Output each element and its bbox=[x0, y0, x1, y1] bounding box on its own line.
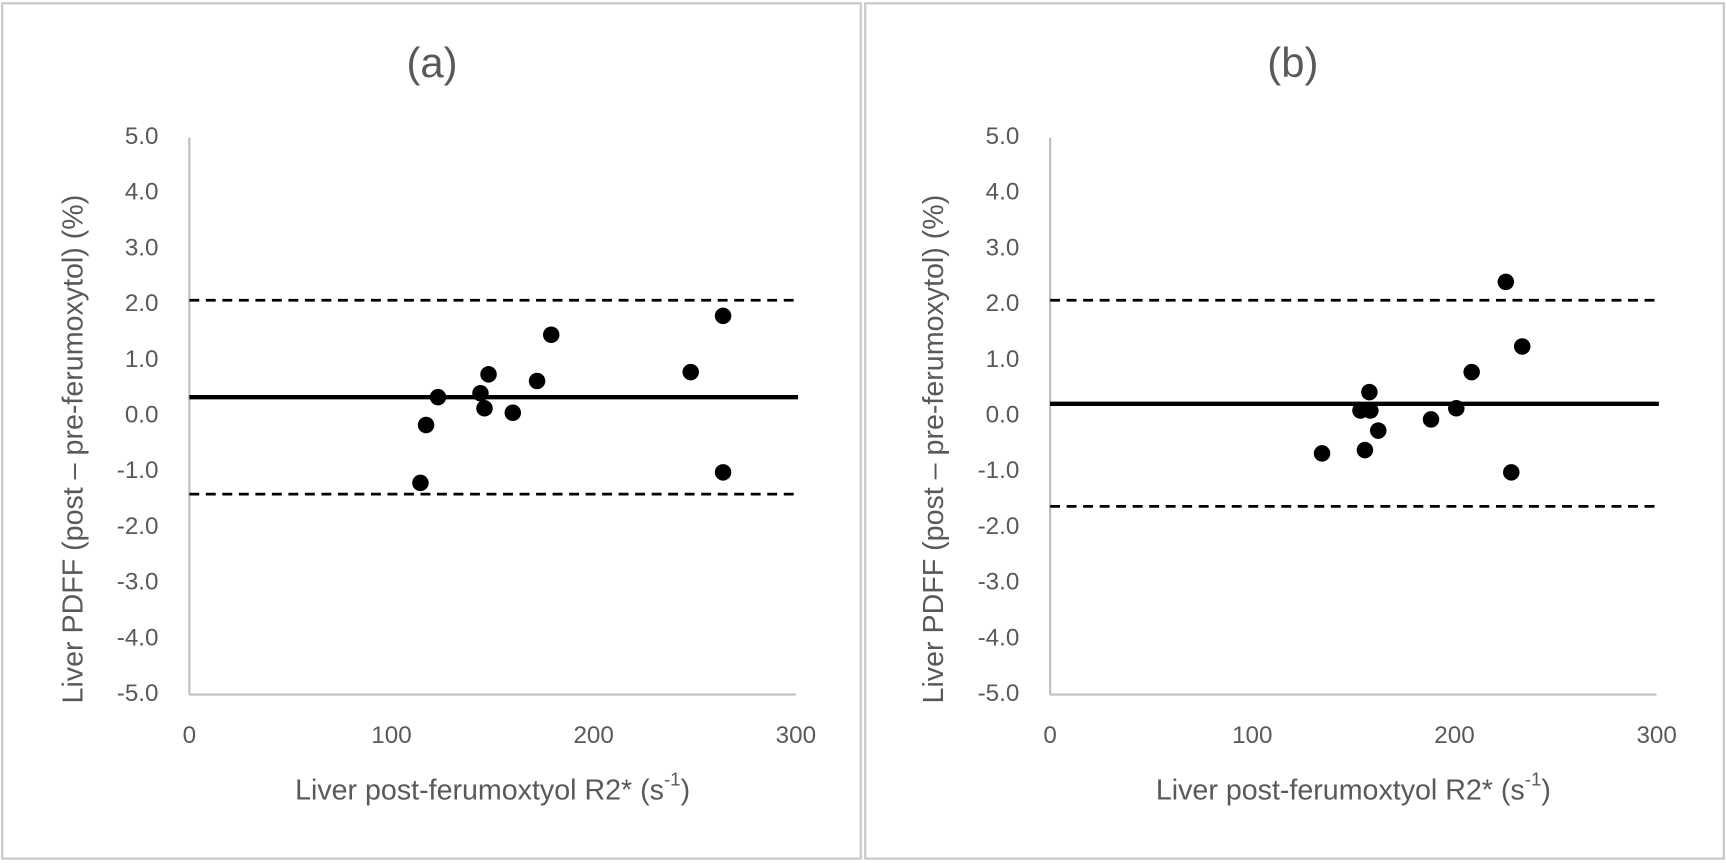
y-tick-label: 2.0 bbox=[986, 290, 1020, 317]
x-tick-label: 100 bbox=[371, 722, 411, 749]
y-tick-label: -2.0 bbox=[978, 513, 1020, 540]
y-tick-label: 0.0 bbox=[986, 401, 1020, 428]
panel-border bbox=[1, 2, 862, 860]
data-point bbox=[1513, 338, 1531, 355]
y-tick-label: -4.0 bbox=[978, 624, 1020, 651]
data-point bbox=[472, 384, 489, 402]
y-axis-label: Liver PDFF (post – pre-ferumoxytol) (%) bbox=[57, 195, 89, 704]
x-tick-label: 0 bbox=[1043, 722, 1056, 749]
y-tick-label: 5.0 bbox=[125, 123, 159, 150]
y-tick-label: -1.0 bbox=[117, 457, 159, 484]
data-point bbox=[1313, 445, 1331, 462]
y-tick-label: -5.0 bbox=[117, 680, 159, 707]
data-point bbox=[480, 366, 497, 383]
x-tick-label: 200 bbox=[573, 722, 613, 749]
data-point bbox=[476, 400, 493, 417]
y-tick-label: 5.0 bbox=[986, 123, 1020, 150]
data-point bbox=[682, 363, 699, 381]
x-axis-label-text: Liver post-ferumoxtyol R2* (s bbox=[295, 774, 664, 806]
data-point bbox=[1361, 383, 1378, 401]
y-tick-label: 3.0 bbox=[986, 234, 1020, 261]
data-point bbox=[1422, 411, 1440, 428]
x-tick-label: 100 bbox=[1232, 722, 1272, 749]
y-tick-label: 4.0 bbox=[986, 179, 1020, 206]
x-tick-label: 300 bbox=[776, 722, 816, 749]
chart-title: (a) bbox=[406, 39, 457, 86]
data-point bbox=[504, 404, 522, 422]
x-tick-label: 200 bbox=[1434, 722, 1474, 749]
y-tick-label: 1.0 bbox=[986, 346, 1020, 373]
y-tick-label: 0.0 bbox=[125, 401, 159, 428]
data-point bbox=[1362, 402, 1379, 419]
data-point bbox=[417, 416, 435, 434]
y-tick-label: 3.0 bbox=[125, 234, 159, 261]
data-point bbox=[528, 372, 546, 390]
y-axis-label: Liver PDFF (post – pre-ferumoxytol) (%) bbox=[918, 195, 950, 704]
x-axis-label-superscript: -1 bbox=[1525, 768, 1542, 789]
y-tick-label: 2.0 bbox=[125, 290, 159, 317]
data-point bbox=[1356, 441, 1374, 459]
x-axis-label-suffix: ) bbox=[1541, 774, 1551, 806]
chart-title: (b) bbox=[1267, 39, 1318, 86]
y-tick-label: -5.0 bbox=[978, 680, 1020, 707]
data-point bbox=[714, 464, 732, 481]
data-point bbox=[1448, 400, 1465, 417]
x-tick-label: 300 bbox=[1636, 722, 1676, 749]
x-axis-label-superscript: -1 bbox=[664, 768, 681, 789]
y-tick-label: -4.0 bbox=[117, 624, 159, 651]
y-tick-label: 1.0 bbox=[125, 346, 159, 373]
data-point bbox=[1463, 363, 1480, 381]
panel-border bbox=[864, 2, 1725, 860]
x-axis-label-text: Liver post-ferumoxtyol R2* (s bbox=[1156, 774, 1525, 806]
data-point bbox=[412, 474, 429, 492]
y-tick-label: -2.0 bbox=[117, 513, 159, 540]
y-tick-label: -3.0 bbox=[978, 569, 1020, 596]
x-axis-label: Liver post-ferumoxtyol R2* (s-1) bbox=[1156, 768, 1551, 806]
data-point bbox=[1497, 273, 1515, 291]
data-point bbox=[1370, 422, 1387, 439]
y-tick-label: -3.0 bbox=[117, 569, 159, 596]
x-axis-label-suffix: ) bbox=[681, 774, 691, 806]
y-tick-label: -1.0 bbox=[978, 457, 1020, 484]
x-axis-label: Liver post-ferumoxtyol R2* (s-1) bbox=[295, 768, 690, 806]
data-point bbox=[542, 326, 560, 344]
data-point bbox=[714, 307, 732, 325]
data-point bbox=[429, 388, 447, 406]
data-point bbox=[1503, 464, 1520, 481]
y-tick-label: 4.0 bbox=[125, 179, 159, 206]
x-tick-label: 0 bbox=[183, 722, 196, 749]
